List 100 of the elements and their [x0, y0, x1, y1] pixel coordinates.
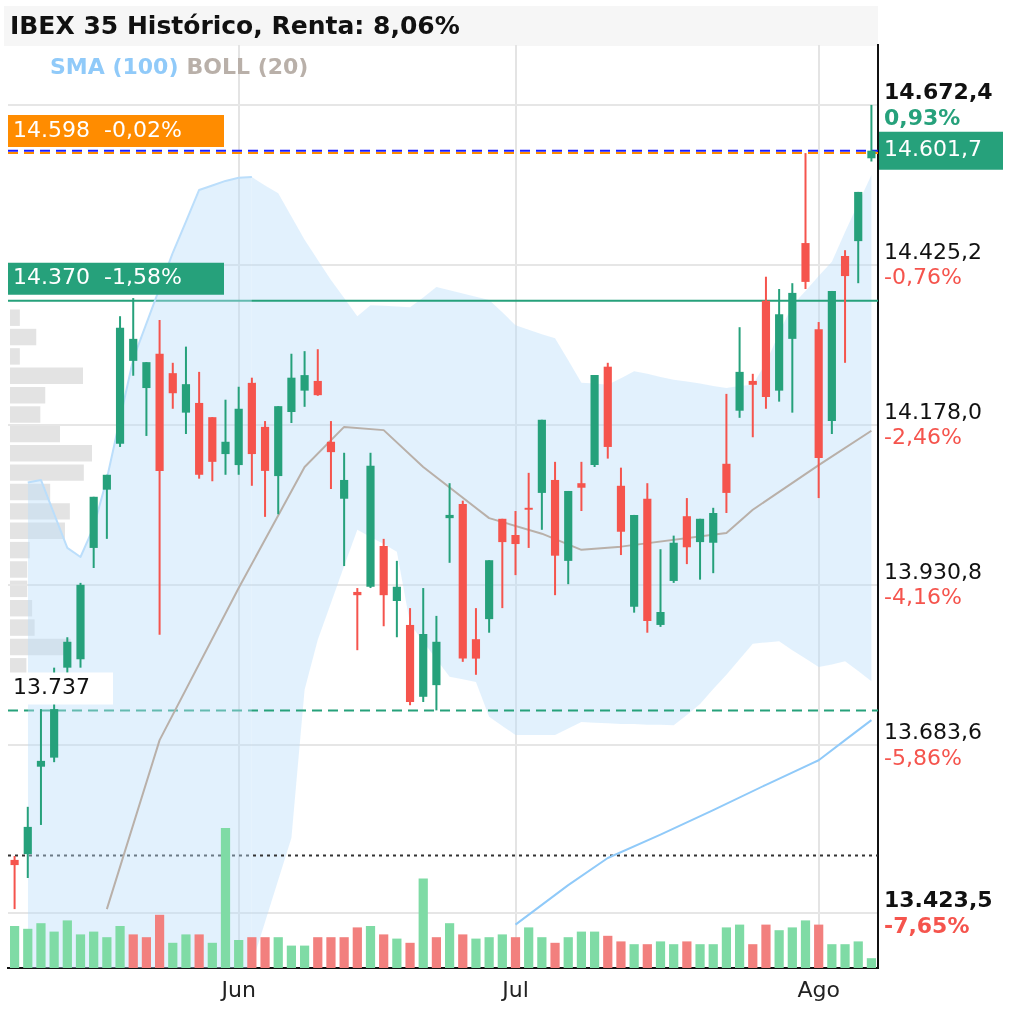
bar: [840, 944, 850, 968]
bar: [36, 923, 46, 968]
y-tick-label: 14.672,4: [884, 78, 993, 104]
bar: [365, 926, 376, 968]
x-tick-label: Jun: [219, 976, 256, 1002]
bar: [207, 942, 217, 968]
bar: [10, 541, 30, 559]
bar: [10, 522, 65, 539]
bar: [10, 348, 20, 365]
bar: [234, 940, 244, 968]
bar: [75, 934, 86, 968]
bar: [497, 934, 507, 968]
bar: [708, 944, 718, 968]
bar: [339, 937, 349, 968]
bar: [589, 931, 600, 968]
bar: [853, 941, 863, 968]
bar: [10, 619, 35, 636]
bar: [510, 937, 521, 968]
chart-title: IBEX 35 Histórico, Renta: 8,06%: [4, 6, 878, 46]
bar: [787, 927, 797, 968]
bar: [181, 934, 191, 968]
bar: [537, 937, 547, 968]
bar: [273, 937, 283, 968]
bar: [431, 937, 442, 968]
bar: [827, 944, 837, 968]
bar: [260, 937, 270, 968]
y-tick-label: 14.178,0: [884, 398, 982, 424]
ref-line-label: 13.737: [13, 674, 90, 700]
ref-line-label: 14.598 -0,02%: [13, 116, 182, 142]
bar: [524, 927, 534, 968]
bar: [576, 931, 587, 968]
bar: [326, 937, 336, 968]
bar: [379, 934, 389, 968]
bar: [141, 937, 152, 968]
bar: [352, 927, 362, 968]
bar: [10, 309, 20, 326]
y-tick-label: 14.425,2: [884, 238, 982, 264]
bar: [405, 942, 415, 968]
bar: [10, 503, 70, 520]
y2-tick-label: -0,76%: [884, 264, 962, 290]
bar: [115, 926, 125, 968]
bar: [194, 934, 204, 968]
bar: [10, 599, 33, 617]
bar: [814, 924, 824, 968]
bar: [655, 941, 666, 968]
bar: [10, 464, 84, 481]
bar: [642, 944, 652, 968]
y-tick-label: 13.930,8: [884, 558, 982, 584]
bar: [220, 828, 231, 968]
bar: [458, 934, 468, 968]
x-tick-label: Jul: [500, 976, 529, 1002]
bar: [10, 328, 37, 346]
bar: [286, 945, 297, 968]
bar: [616, 941, 626, 968]
bar: [10, 561, 28, 578]
bar: [721, 927, 732, 968]
ref-line-label: 14.370 -1,58%: [13, 264, 182, 290]
bar: [154, 914, 165, 968]
bar: [550, 942, 560, 968]
bar: [748, 944, 758, 968]
bar: [62, 920, 72, 968]
bar: [49, 931, 59, 968]
bar: [392, 938, 402, 968]
bar: [128, 934, 138, 968]
bar: [10, 483, 51, 501]
bar: [629, 944, 639, 968]
bar: [800, 920, 811, 968]
y2-tick-label: -5,86%: [884, 744, 962, 770]
text: SMA (100): [50, 54, 179, 79]
bar: [23, 928, 33, 968]
x-tick-label: Ago: [797, 976, 840, 1002]
y2-tick-label: -4,16%: [884, 584, 962, 610]
bar: [471, 938, 481, 968]
y2-tick-label: 0,93%: [884, 105, 961, 130]
bar: [418, 878, 428, 968]
bar: [247, 937, 257, 968]
y-tick-label: 13.683,6: [884, 718, 982, 744]
bar: [9, 926, 20, 968]
bar: [444, 923, 455, 968]
bar: [695, 944, 705, 968]
bar: [102, 937, 112, 968]
bar: [603, 935, 613, 968]
bar: [10, 367, 83, 385]
y2-tick-label: -2,46%: [884, 424, 962, 450]
bar: [734, 924, 745, 968]
bar: [563, 937, 573, 968]
text: BOLL (20): [186, 54, 309, 79]
y-tick-label: 13.423,5: [884, 887, 993, 913]
bar: [168, 942, 178, 968]
bar: [313, 937, 323, 968]
bar: [484, 937, 494, 968]
bar: [669, 944, 679, 968]
bar: [299, 945, 310, 968]
bar: [10, 386, 46, 404]
bar: [10, 445, 92, 462]
bar: [682, 941, 692, 968]
bar: [774, 930, 784, 968]
bar: [89, 931, 99, 968]
bar: [866, 958, 877, 968]
bar: [761, 924, 771, 968]
